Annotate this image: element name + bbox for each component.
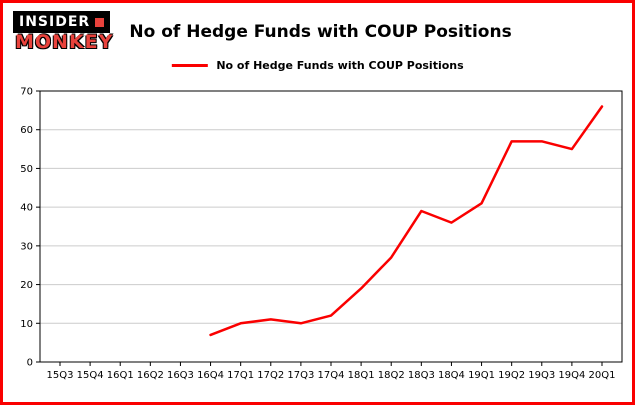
logo-red-square-icon — [95, 17, 105, 27]
x-tick-label: 17Q1 — [227, 370, 254, 381]
y-tick-label: 30 — [20, 241, 33, 252]
x-tick-label: 15Q3 — [47, 370, 74, 381]
x-tick-label: 16Q1 — [107, 370, 134, 381]
y-tick-label: 70 — [20, 87, 33, 98]
insider-monkey-logo: INSIDER MONKEY — [13, 11, 113, 53]
x-tick-label: 15Q4 — [77, 370, 104, 381]
x-tick-label: 17Q2 — [257, 370, 284, 381]
y-tick-label: 20 — [20, 280, 33, 291]
x-tick-label: 19Q1 — [468, 370, 495, 381]
plot-box — [39, 90, 623, 363]
plot-area-container: 0 10 20 30 40 50 60 70 15Q3 15Q4 16Q1 16Q2 16Q3 16Q4 1… — [3, 81, 632, 402]
x-tick-label: 19Q3 — [528, 370, 555, 381]
legend-line-swatch — [171, 64, 208, 67]
x-tick-label: 18Q3 — [408, 370, 435, 381]
y-tick-label: 50 — [20, 164, 33, 175]
y-tick-label: 10 — [20, 319, 33, 330]
x-tick-label: 17Q4 — [318, 370, 345, 381]
x-tick-label: 18Q2 — [378, 370, 405, 381]
legend-label: No of Hedge Funds with COUP Positions — [216, 59, 464, 72]
logo-text-monkey: MONKEY — [15, 31, 114, 53]
x-tick-label: 16Q4 — [197, 370, 224, 381]
x-tick-label: 18Q1 — [348, 370, 375, 381]
legend: No of Hedge Funds with COUP Positions — [171, 59, 464, 72]
x-tick-label: 17Q3 — [287, 370, 314, 381]
y-tick-label: 40 — [20, 203, 33, 214]
x-tick-label: 16Q3 — [167, 370, 194, 381]
y-tick-label: 60 — [20, 125, 33, 136]
y-tick-label: 0 — [27, 358, 33, 369]
chart-header: INSIDER MONKEY No of Hedge Funds with CO… — [13, 11, 512, 53]
x-tick-label: 19Q2 — [498, 370, 525, 381]
logo-top-row: INSIDER — [13, 11, 111, 33]
x-tick-label: 18Q4 — [438, 370, 465, 381]
series-line — [209, 105, 604, 337]
x-tick-label: 20Q1 — [589, 370, 616, 381]
x-tick-label: 16Q2 — [137, 370, 164, 381]
chart-title: No of Hedge Funds with COUP Positions — [129, 21, 512, 42]
logo-text-insider: INSIDER — [19, 14, 91, 30]
x-tick-label: 19Q4 — [558, 370, 585, 381]
